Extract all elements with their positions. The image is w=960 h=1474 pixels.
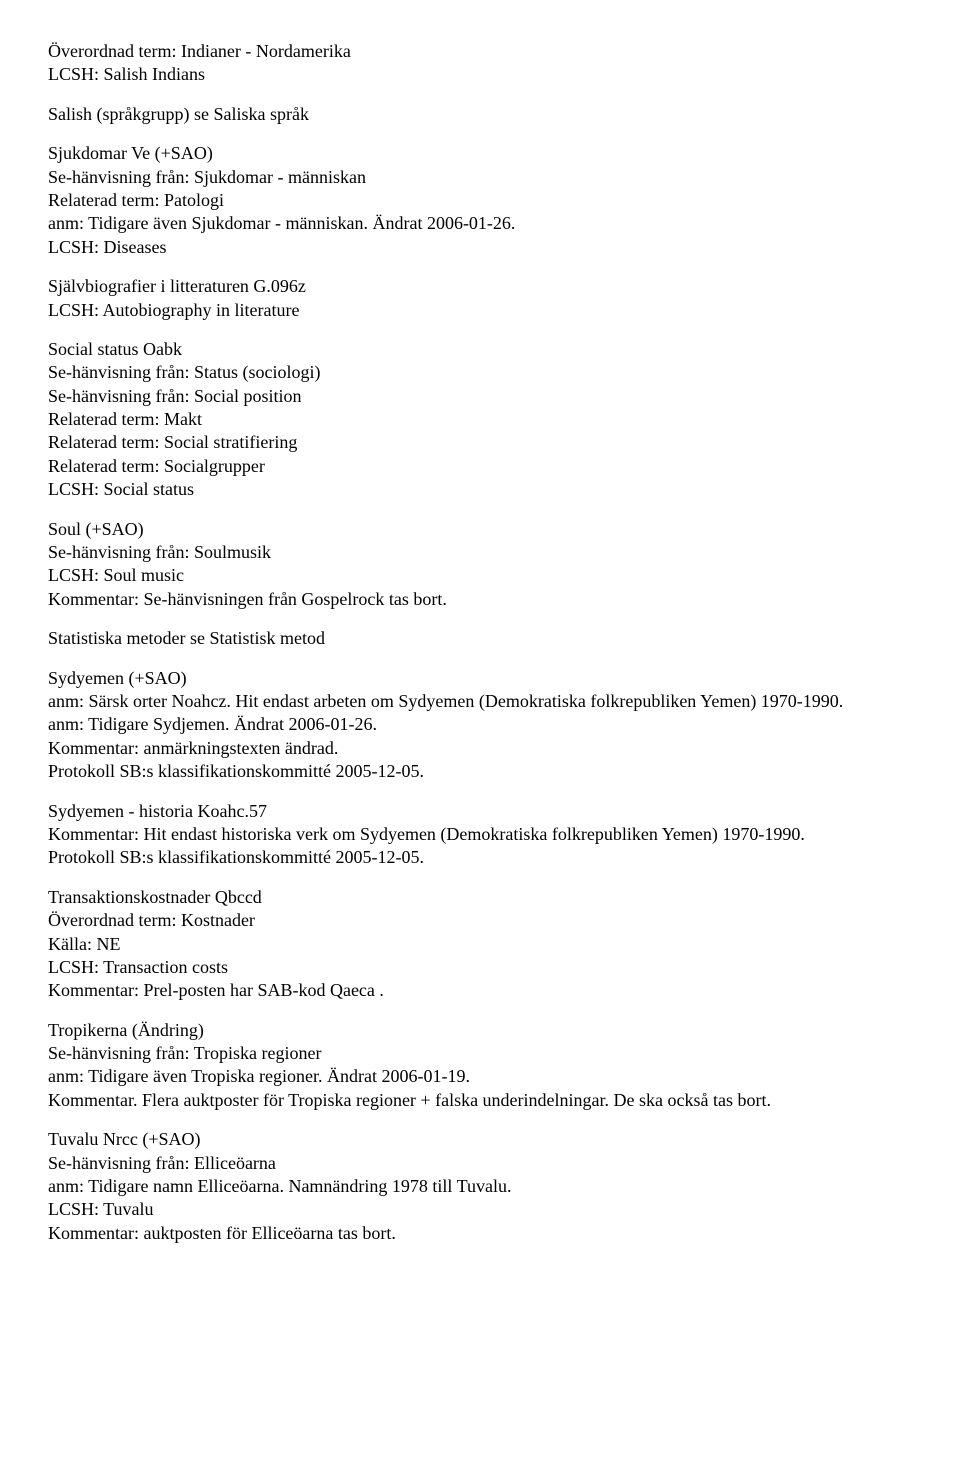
entry-line: Se-hänvisning från: Social position [48, 385, 912, 408]
entry-line: Självbiografier i litteraturen G.096z [48, 275, 912, 298]
entry-line: Kommentar. Flera auktposter för Tropiska… [48, 1089, 912, 1112]
entry: Salish (språkgrupp) se Saliska språk [48, 103, 912, 126]
entry-line: Relaterad term: Patologi [48, 189, 912, 212]
entry-line: Sydyemen (+SAO) [48, 667, 912, 690]
entry: Självbiografier i litteraturen G.096zLCS… [48, 275, 912, 322]
entry-line: LCSH: Tuvalu [48, 1198, 912, 1221]
entry-line: Soul (+SAO) [48, 518, 912, 541]
entry-line: Se-hänvisning från: Elliceöarna [48, 1152, 912, 1175]
entry-line: Social status Oabk [48, 338, 912, 361]
entry-line: LCSH: Diseases [48, 236, 912, 259]
entry-line: anm: Tidigare Sydjemen. Ändrat 2006-01-2… [48, 713, 912, 736]
entry-line: LCSH: Transaction costs [48, 956, 912, 979]
entry-line: anm: Tidigare även Tropiska regioner. Än… [48, 1065, 912, 1088]
entry-line: LCSH: Autobiography in literature [48, 299, 912, 322]
entry-line: LCSH: Social status [48, 478, 912, 501]
entry-line: Tuvalu Nrcc (+SAO) [48, 1128, 912, 1151]
entry-line: Tropikerna (Ändring) [48, 1019, 912, 1042]
entry: Sydyemen (+SAO)anm: Särsk orter Noahcz. … [48, 667, 912, 784]
entry-line: Se-hänvisning från: Sjukdomar - människa… [48, 166, 912, 189]
document-body: Överordnad term: Indianer - NordamerikaL… [48, 40, 912, 1245]
entry: Sjukdomar Ve (+SAO)Se-hänvisning från: S… [48, 142, 912, 259]
entry-line: Kommentar: Hit endast historiska verk om… [48, 823, 912, 846]
entry: Social status OabkSe-hänvisning från: St… [48, 338, 912, 502]
entry: Transaktionskostnader QbccdÖverordnad te… [48, 886, 912, 1003]
entry: Tuvalu Nrcc (+SAO)Se-hänvisning från: El… [48, 1128, 912, 1245]
entry-line: Kommentar: auktposten för Elliceöarna ta… [48, 1222, 912, 1245]
entry-line: Protokoll SB:s klassifikationskommitté 2… [48, 846, 912, 869]
entry: Tropikerna (Ändring)Se-hänvisning från: … [48, 1019, 912, 1113]
entry-line: Transaktionskostnader Qbccd [48, 886, 912, 909]
entry-line: Överordnad term: Indianer - Nordamerika [48, 40, 912, 63]
entry-line: Överordnad term: Kostnader [48, 909, 912, 932]
entry-line: Relaterad term: Makt [48, 408, 912, 431]
entry-line: Relaterad term: Socialgrupper [48, 455, 912, 478]
entry-line: anm: Tidigare även Sjukdomar - människan… [48, 212, 912, 235]
entry: Överordnad term: Indianer - NordamerikaL… [48, 40, 912, 87]
entry: Statistiska metoder se Statistisk metod [48, 627, 912, 650]
entry: Sydyemen - historia Koahc.57Kommentar: H… [48, 800, 912, 870]
entry-line: anm: Tidigare namn Elliceöarna. Namnändr… [48, 1175, 912, 1198]
entry-line: Sjukdomar Ve (+SAO) [48, 142, 912, 165]
entry-line: Se-hänvisning från: Status (sociologi) [48, 361, 912, 384]
entry-line: Kommentar: anmärkningstexten ändrad. [48, 737, 912, 760]
entry-line: Se-hänvisning från: Soulmusik [48, 541, 912, 564]
entry-line: Se-hänvisning från: Tropiska regioner [48, 1042, 912, 1065]
entry-line: LCSH: Soul music [48, 564, 912, 587]
entry: Soul (+SAO)Se-hänvisning från: Soulmusik… [48, 518, 912, 612]
entry-line: Salish (språkgrupp) se Saliska språk [48, 103, 912, 126]
entry-line: Sydyemen - historia Koahc.57 [48, 800, 912, 823]
entry-line: anm: Särsk orter Noahcz. Hit endast arbe… [48, 690, 912, 713]
entry-line: LCSH: Salish Indians [48, 63, 912, 86]
entry-line: Statistiska metoder se Statistisk metod [48, 627, 912, 650]
entry-line: Kommentar: Prel-posten har SAB-kod Qaeca… [48, 979, 912, 1002]
entry-line: Relaterad term: Social stratifiering [48, 431, 912, 454]
entry-line: Kommentar: Se-hänvisningen från Gospelro… [48, 588, 912, 611]
entry-line: Protokoll SB:s klassifikationskommitté 2… [48, 760, 912, 783]
entry-line: Källa: NE [48, 933, 912, 956]
